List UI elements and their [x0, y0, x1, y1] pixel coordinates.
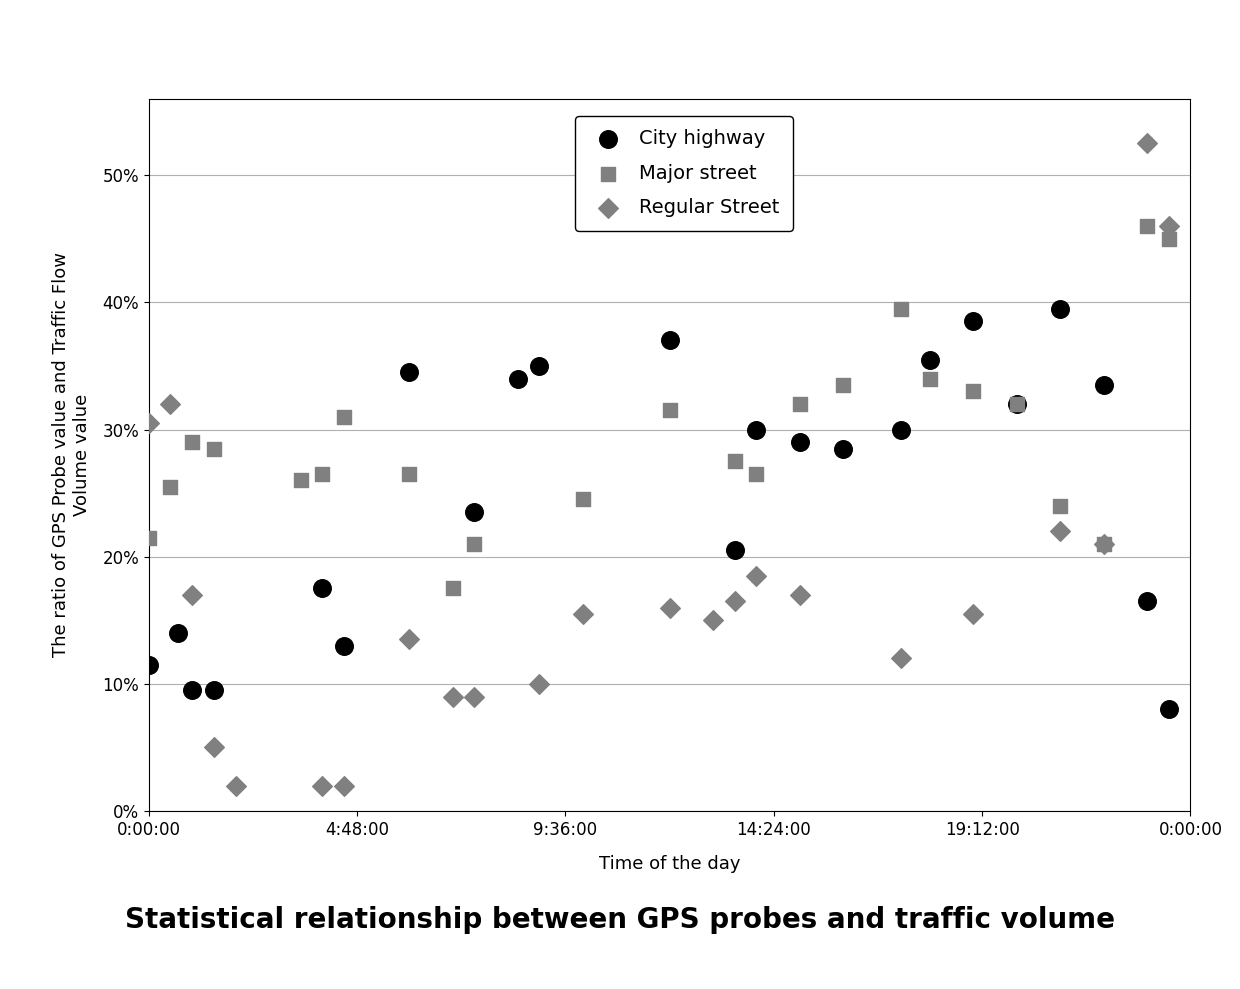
Legend: City highway, Major street, Regular Street: City highway, Major street, Regular Stre… [575, 116, 794, 231]
City highway [203, 682, 223, 698]
City highway [312, 581, 332, 596]
Major street [1050, 497, 1070, 513]
City highway [182, 682, 202, 698]
Major street [1094, 536, 1114, 552]
Major street [1158, 230, 1178, 246]
Regular Street [334, 777, 355, 793]
Regular Street [203, 740, 223, 756]
X-axis label: Time of the day: Time of the day [599, 855, 740, 873]
Major street [833, 377, 853, 393]
City highway [1050, 301, 1070, 316]
Regular Street [160, 397, 181, 412]
City highway [746, 421, 766, 437]
Text: Statistical relationship between GPS probes and traffic volume: Statistical relationship between GPS pro… [125, 906, 1115, 934]
City highway [790, 434, 810, 450]
Major street [573, 492, 593, 507]
Major street [746, 466, 766, 482]
Regular Street [182, 586, 202, 602]
Regular Street [790, 586, 810, 602]
City highway [167, 625, 187, 641]
Regular Street [1050, 523, 1070, 539]
City highway [892, 421, 911, 437]
Regular Street [892, 651, 911, 667]
Regular Street [312, 777, 332, 793]
Regular Street [443, 688, 463, 704]
Major street [139, 530, 159, 546]
Major street [660, 403, 680, 418]
Y-axis label: The ratio of GPS Probe value and Traffic Flow
Volume value: The ratio of GPS Probe value and Traffic… [52, 252, 92, 658]
Regular Street [746, 568, 766, 584]
Major street [182, 434, 202, 450]
Regular Street [1094, 536, 1114, 552]
City highway [920, 352, 940, 368]
Regular Street [139, 415, 159, 431]
Major street [203, 441, 223, 457]
Major street [790, 397, 810, 412]
Major street [920, 371, 940, 387]
Major street [443, 581, 463, 596]
Major street [160, 479, 181, 494]
City highway [833, 441, 853, 457]
Regular Street [399, 631, 419, 647]
Major street [399, 466, 419, 482]
City highway [660, 332, 680, 348]
Regular Street [573, 606, 593, 622]
City highway [1137, 593, 1157, 609]
City highway [399, 364, 419, 380]
Regular Street [1158, 219, 1178, 234]
Regular Street [226, 777, 246, 793]
Major street [724, 453, 744, 469]
City highway [464, 504, 484, 520]
Major street [464, 536, 484, 552]
City highway [724, 542, 744, 558]
City highway [529, 358, 549, 374]
Regular Street [724, 593, 744, 609]
Regular Street [963, 606, 983, 622]
Major street [290, 473, 310, 489]
City highway [1158, 701, 1178, 717]
City highway [139, 657, 159, 673]
Regular Street [529, 675, 549, 691]
Major street [892, 301, 911, 316]
Regular Street [660, 599, 680, 615]
Major street [963, 384, 983, 400]
Major street [1137, 219, 1157, 234]
City highway [1007, 397, 1027, 412]
Major street [312, 466, 332, 482]
Regular Street [1137, 135, 1157, 151]
City highway [1094, 377, 1114, 393]
City highway [334, 638, 355, 654]
City highway [507, 371, 527, 387]
Major street [334, 408, 355, 424]
Major street [1007, 397, 1027, 412]
Regular Street [703, 612, 723, 628]
City highway [963, 314, 983, 329]
Regular Street [464, 688, 484, 704]
